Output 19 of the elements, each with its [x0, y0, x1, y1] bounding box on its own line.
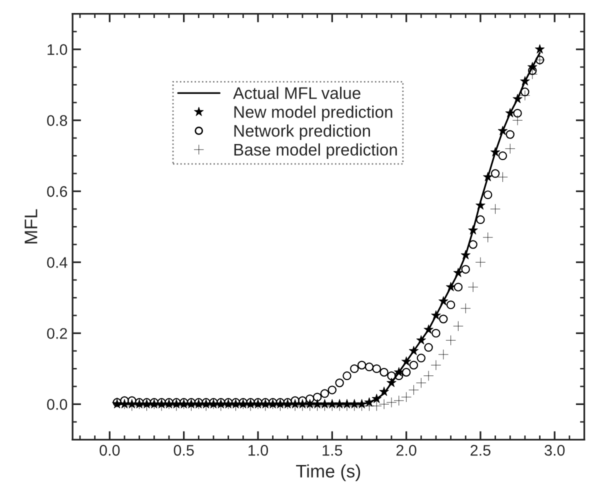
y-tick-label: 0.2 [47, 328, 67, 339]
y-tick-label: 0.4 [47, 257, 68, 268]
x-tick-label: 1.5 [322, 445, 342, 456]
y-axis-title: MFL [24, 209, 38, 244]
x-axis-title: Time (s) [296, 464, 360, 482]
x-tick-label: 3.0 [544, 444, 565, 456]
x-tick-label: 0.5 [174, 444, 194, 456]
y-tick-label: 0.6 [47, 186, 68, 197]
y-tick-label: 0.0 [47, 399, 68, 410]
legend-label: Network prediction [234, 124, 370, 140]
x-tick-label: 2.5 [470, 444, 490, 456]
y-tick-label: 1.0 [48, 44, 68, 56]
x-tick-label: 1.0 [248, 444, 268, 456]
x-tick-label: 0.0 [100, 444, 120, 456]
y-tick-label: 0.8 [47, 115, 68, 126]
x-tick-label: 2.0 [396, 444, 416, 456]
legend-label: Base model prediction [234, 143, 397, 159]
legend-label: Actual MFL value [233, 86, 360, 100]
legend-label: New model prediction [234, 106, 392, 122]
